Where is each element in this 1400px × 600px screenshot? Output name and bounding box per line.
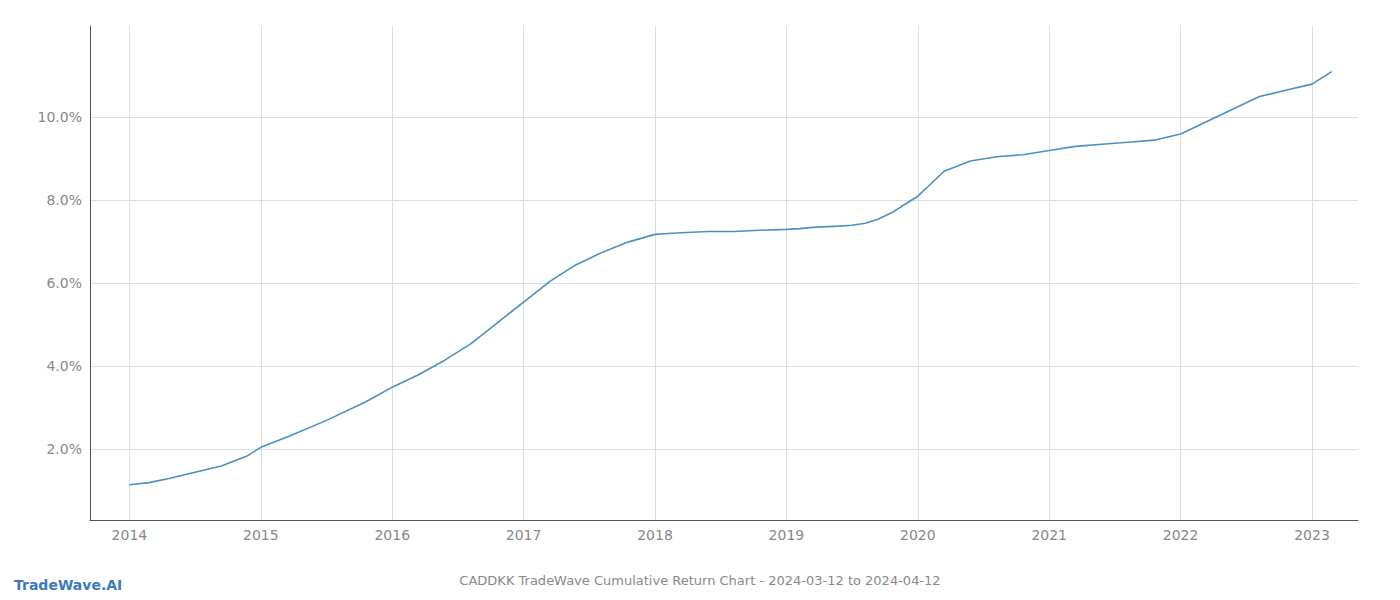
- svg-text:TradeWave.AI: TradeWave.AI: [14, 577, 122, 593]
- svg-text:2014: 2014: [112, 527, 148, 543]
- svg-text:2020: 2020: [900, 527, 936, 543]
- svg-text:8.0%: 8.0%: [46, 192, 82, 208]
- svg-text:2019: 2019: [769, 527, 805, 543]
- svg-text:10.0%: 10.0%: [38, 109, 82, 125]
- svg-text:2018: 2018: [637, 527, 673, 543]
- svg-text:6.0%: 6.0%: [46, 275, 82, 291]
- svg-text:CADDKK TradeWave Cumulative Re: CADDKK TradeWave Cumulative Return Chart…: [459, 573, 940, 588]
- svg-text:2021: 2021: [1031, 527, 1067, 543]
- svg-text:2015: 2015: [243, 527, 279, 543]
- svg-text:4.0%: 4.0%: [46, 358, 82, 374]
- svg-text:2022: 2022: [1163, 527, 1199, 543]
- svg-text:2016: 2016: [374, 527, 410, 543]
- svg-text:2017: 2017: [506, 527, 542, 543]
- svg-text:2023: 2023: [1294, 527, 1330, 543]
- svg-text:2.0%: 2.0%: [46, 441, 82, 457]
